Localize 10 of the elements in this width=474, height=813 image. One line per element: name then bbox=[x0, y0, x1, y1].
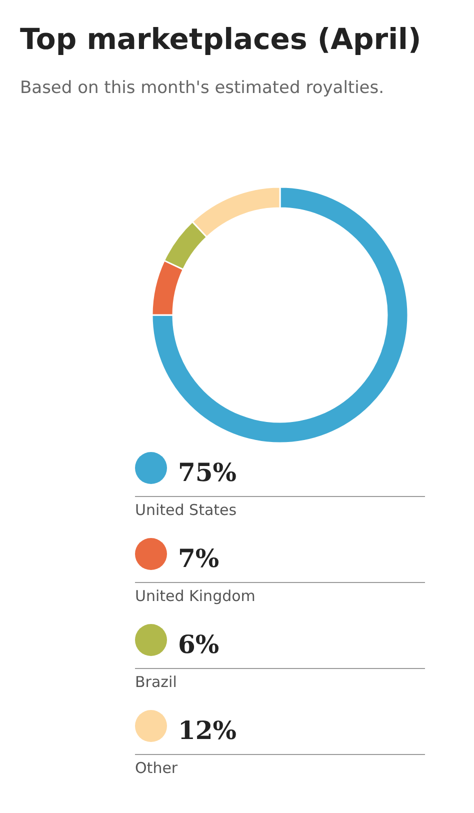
data-label: 12% bbox=[178, 716, 237, 745]
chart-title: Top marketplaces (April) bbox=[20, 22, 422, 56]
data-label: 75% bbox=[178, 458, 237, 487]
legend-label: United States bbox=[135, 501, 237, 519]
chart-subtitle: Based on this month's estimated royalties. bbox=[20, 78, 384, 98]
legend-label: United Kingdom bbox=[135, 587, 256, 605]
legend-label: Other bbox=[135, 759, 178, 777]
data-label: 7% bbox=[178, 544, 220, 573]
data-label: 6% bbox=[178, 630, 220, 659]
legend-label: Brazil bbox=[135, 673, 177, 691]
